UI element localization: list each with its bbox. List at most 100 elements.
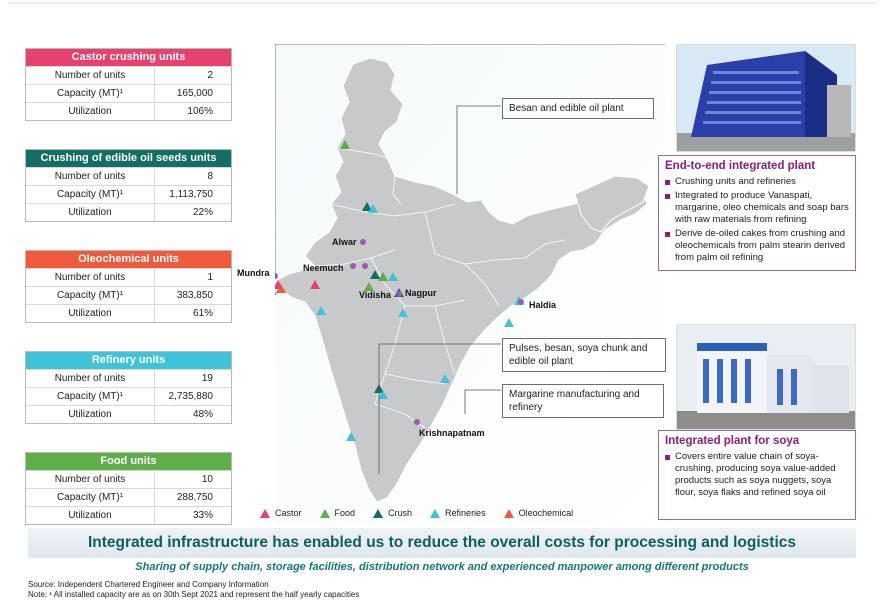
bullet-item: Derive de-oiled cakes from crushing and …: [665, 228, 849, 264]
row-label: Number of units: [26, 67, 155, 84]
legend-label: Food: [334, 508, 356, 518]
table-row: Number of units 1: [26, 268, 231, 286]
row-value: 165,000: [176, 88, 213, 99]
integrated-plant-list: Crushing units and refineries Integrated …: [659, 174, 855, 270]
table-row: Utilization 48%: [26, 405, 231, 423]
footnotes: Source: Independent Chartered Engineer a…: [28, 580, 359, 600]
top-divider: [8, 2, 877, 4]
capacity-table: Castor crushing units Number of units 2 Cap…: [25, 48, 232, 121]
table-row: Number of units 8: [26, 167, 231, 185]
capacity-note: Note: ¹ All installed capacity are as on…: [28, 590, 360, 599]
table-title: Crushing of edible oil seeds units: [26, 150, 231, 167]
integrated-plant-title: End-to-end integrated plant: [665, 160, 816, 172]
soya-plant-box: Integrated plant for soya Covers entire …: [658, 430, 856, 520]
row-label: Capacity (MT)¹: [26, 388, 155, 405]
bullet-item: Crushing units and refineries: [665, 176, 849, 188]
city-neemuch: Neemuch: [303, 263, 344, 273]
row-value: 2,735,880: [168, 391, 214, 402]
table-row: Number of units 2: [26, 66, 231, 84]
callout-pulses: Pulses, besan, soya chunk and edible oil…: [502, 338, 666, 372]
table-row: Utilization 106%: [26, 102, 231, 120]
callout-margarine: Margarine manufacturing and refinery: [502, 384, 664, 418]
city-nagpur: Nagpur: [405, 288, 437, 298]
table-title: Food units: [26, 453, 231, 470]
row-label: Number of units: [26, 269, 155, 286]
callout-besan: Besan and edible oil plant: [502, 98, 654, 119]
table-row: Capacity (MT)¹ 383,850: [26, 286, 231, 304]
row-label: Capacity (MT)¹: [26, 287, 155, 304]
row-label: Number of units: [26, 370, 155, 387]
row-value: 48%: [192, 409, 213, 420]
table-row: Utilization 33%: [26, 506, 231, 524]
row-label: Capacity (MT)¹: [26, 85, 155, 102]
row-value: 10: [201, 474, 213, 485]
row-value: 33%: [192, 510, 213, 521]
table-title: Castor crushing units: [26, 49, 231, 66]
bullet-item: Integrated to produce Vanaspati, margari…: [665, 190, 849, 226]
row-label: Number of units: [26, 471, 155, 488]
row-label: Utilization: [26, 103, 155, 120]
table-row: Capacity (MT)¹ 288,750: [26, 488, 231, 506]
map-markers: [275, 140, 524, 441]
row-value: 8: [207, 171, 213, 182]
source-note: Source: Independent Chartered Engineer a…: [28, 580, 269, 589]
row-label: Utilization: [26, 406, 155, 423]
legend-label: Oleochemical: [518, 508, 574, 518]
table-title: Refinery units: [26, 352, 231, 369]
city-haldia: Haldia: [529, 300, 557, 310]
india-map-shape: [275, 44, 665, 524]
row-label: Utilization: [26, 204, 155, 221]
row-label: Utilization: [26, 305, 155, 322]
triangle-icon: [430, 508, 441, 518]
table-row: Utilization 22%: [26, 203, 231, 221]
triangle-icon: [373, 508, 384, 518]
triangle-icon: [503, 508, 514, 518]
capacity-table: Food units Number of units 10 Capacity (MT)…: [25, 452, 232, 525]
legend-item: Oleochemical: [503, 508, 574, 518]
plant-photo-bottom: [676, 324, 856, 430]
integrated-plant-box: End-to-end integrated plant Crushing uni…: [658, 155, 856, 271]
soya-plant-title: Integrated plant for soya: [665, 435, 800, 447]
legend-item: Food: [319, 508, 356, 518]
legend-item: Crush: [373, 508, 412, 518]
legend-item: Refineries: [430, 508, 486, 518]
row-value: 2: [207, 70, 213, 81]
city-alwar: Alwar: [332, 237, 357, 247]
legend-label: Crush: [388, 508, 413, 518]
legend-label: Refineries: [445, 508, 486, 518]
row-value: 19: [201, 373, 213, 384]
row-value: 22%: [192, 207, 213, 218]
row-value: 61%: [192, 308, 213, 319]
row-label: Utilization: [26, 507, 155, 524]
capacity-table: Crushing of edible oil seeds units Number…: [25, 149, 232, 222]
city-mundra: Mundra: [237, 268, 270, 278]
row-value: 288,750: [176, 492, 213, 503]
table-row: Number of units 19: [26, 369, 231, 387]
bullet-item: Covers entire value chain of soya-crushi…: [665, 451, 849, 499]
row-value: 1: [207, 272, 213, 283]
row-label: Capacity (MT)¹: [26, 489, 155, 506]
city-vidisha: Vidisha: [359, 290, 391, 300]
table-row: Capacity (MT)¹ 1,113,750: [26, 185, 231, 203]
city-krishnapatnam: Krishnapatnam: [419, 428, 485, 438]
row-value: 1,113,750: [169, 189, 213, 200]
banner-subtitle: Sharing of supply chain, storage facilit…: [135, 561, 749, 573]
soya-plant-list: Covers entire value chain of soya-crushi…: [659, 449, 855, 505]
map-legend: Castor Food Crush Refineries Oleochemical: [260, 508, 573, 518]
table-row: Number of units 10: [26, 470, 231, 488]
row-value: 383,850: [176, 290, 213, 301]
capacity-table: Refinery units Number of units 19 Capacity …: [25, 351, 232, 424]
legend-item: Castor: [260, 508, 302, 518]
legend-label: Castor: [275, 508, 302, 518]
banner-headline: Integrated infrastructure has enabled us…: [28, 528, 856, 558]
table-row: Capacity (MT)¹ 165,000: [26, 84, 231, 102]
row-label: Capacity (MT)¹: [26, 186, 155, 203]
india-map: Besan and edible oil plant Pulses, besan…: [237, 44, 666, 524]
capacity-table: Oleochemical units Number of units 1 Capaci…: [25, 250, 232, 323]
row-value: 106%: [187, 106, 213, 117]
table-title: Oleochemical units: [26, 251, 231, 268]
triangle-icon: [260, 508, 270, 518]
table-row: Utilization 61%: [26, 304, 231, 322]
table-row: Capacity (MT)¹ 2,735,880: [26, 387, 231, 405]
triangle-icon: [319, 508, 330, 518]
